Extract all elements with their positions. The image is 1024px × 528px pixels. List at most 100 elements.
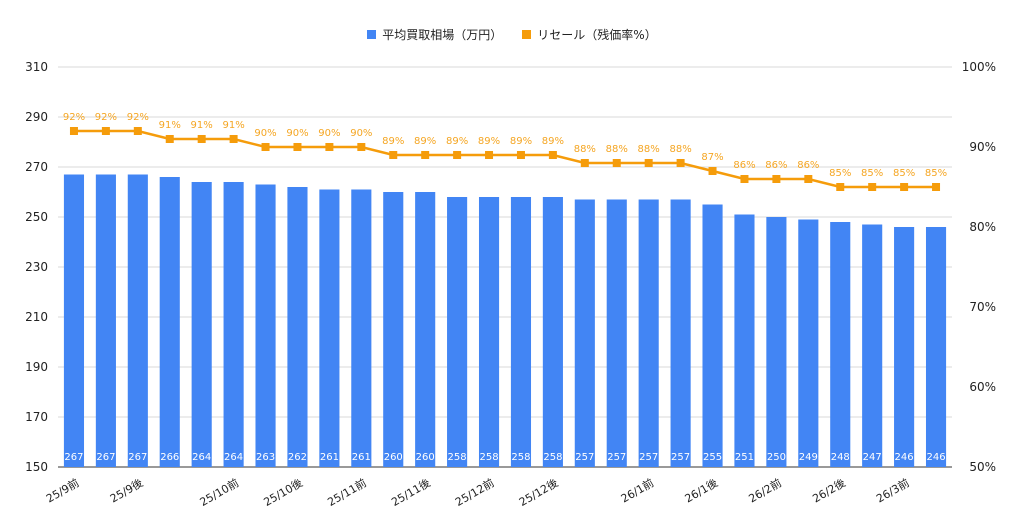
y-right-tick-label: 80% (969, 220, 996, 234)
resale-point (676, 159, 685, 167)
bar-value-label: 258 (448, 452, 467, 463)
bar (862, 224, 883, 467)
y-left-tick-label: 230 (25, 260, 48, 274)
bar (734, 214, 755, 467)
legend-swatch-bar (367, 30, 377, 39)
bar (287, 187, 308, 467)
x-tick-label: 25/12前 (453, 475, 497, 508)
bar-value-label: 258 (479, 452, 498, 463)
bar (830, 222, 851, 467)
bar (894, 227, 915, 467)
y-right-tick-label: 50% (969, 460, 996, 474)
resale-value-label: 91% (191, 120, 213, 131)
bar (798, 219, 819, 467)
bar-value-label: 248 (831, 452, 850, 463)
resale-value-label: 90% (254, 128, 276, 139)
bar (95, 174, 116, 467)
legend-label-bar: 平均買取相場（万円） (382, 28, 503, 42)
bar-value-label: 257 (575, 452, 594, 463)
bar-value-label: 258 (543, 452, 562, 463)
bar-value-label: 267 (96, 452, 115, 463)
resale-point (325, 143, 334, 151)
x-tick-label: 26/1後 (682, 475, 720, 505)
bar (478, 197, 500, 467)
y-left-tick-label: 270 (25, 160, 48, 174)
bar (574, 199, 595, 467)
resale-value-label: 89% (414, 136, 436, 147)
y-left-tick-label: 210 (25, 310, 48, 324)
bar (510, 197, 532, 467)
y-right-tick-label: 100% (962, 60, 996, 74)
bar (127, 174, 148, 467)
bar (223, 182, 244, 467)
bar-value-label: 261 (352, 452, 371, 463)
resale-point (485, 151, 494, 159)
resale-value-label: 90% (350, 128, 372, 139)
x-tick-label: 26/3前 (874, 475, 912, 505)
bar-value-label: 266 (160, 452, 179, 463)
bar-value-label: 251 (735, 452, 754, 463)
resale-value-label: 85% (829, 168, 851, 179)
bar (319, 189, 340, 467)
bar (63, 174, 85, 467)
resale-point (229, 135, 238, 143)
bar (383, 192, 404, 467)
resale-value-label: 86% (797, 160, 819, 171)
bar-value-label: 258 (511, 452, 530, 463)
bar-value-label: 257 (671, 452, 690, 463)
resale-point (421, 151, 430, 159)
resale-value-label: 88% (638, 144, 660, 155)
resale-point (389, 151, 398, 159)
bar (925, 227, 947, 467)
x-tick-label: 25/10後 (261, 475, 305, 508)
resale-value-label: 86% (765, 160, 787, 171)
y-left-tick-label: 290 (25, 110, 48, 124)
resale-value-label: 91% (222, 120, 244, 131)
legend-item-line[interactable]: リセール（残価率%） (522, 26, 657, 43)
resale-point (516, 151, 525, 159)
resale-value-label: 88% (606, 144, 628, 155)
bar (351, 189, 372, 467)
resale-point (197, 135, 206, 143)
bar (766, 217, 787, 467)
y-right-tick-label: 60% (969, 380, 996, 394)
bar-value-label: 264 (192, 452, 211, 463)
resale-point (932, 183, 941, 191)
bar-value-label: 250 (767, 452, 786, 463)
resale-point (836, 183, 845, 191)
resale-value-label: 92% (63, 112, 85, 123)
bar (606, 199, 627, 467)
bar-value-label: 267 (64, 452, 83, 463)
resale-point (868, 183, 877, 191)
y-left-tick-label: 170 (25, 410, 48, 424)
resale-point (101, 127, 110, 135)
y-left-tick-label: 150 (25, 460, 48, 474)
resale-point (69, 127, 78, 135)
bar-value-label: 261 (320, 452, 339, 463)
y-left-tick-label: 250 (25, 210, 48, 224)
legend-item-bar[interactable]: 平均買取相場（万円） (367, 26, 502, 43)
resale-point (708, 167, 717, 175)
bar-value-label: 263 (256, 452, 275, 463)
x-tick-label: 25/10前 (197, 475, 241, 508)
resale-value-label: 88% (669, 144, 691, 155)
x-tick-label: 25/9前 (44, 475, 82, 505)
resale-point (133, 127, 142, 135)
resale-point (453, 151, 462, 159)
bar-value-label: 246 (926, 452, 945, 463)
resale-value-label: 89% (478, 136, 500, 147)
bar (702, 204, 723, 467)
resale-value-label: 89% (382, 136, 404, 147)
bar (447, 197, 468, 467)
resale-value-label: 88% (574, 144, 596, 155)
x-tick-label: 26/2前 (746, 475, 784, 505)
resale-value-label: 89% (542, 136, 564, 147)
bar-value-label: 249 (799, 452, 818, 463)
legend-swatch-line (522, 30, 532, 39)
resale-point (900, 183, 909, 191)
bar-value-label: 260 (416, 452, 435, 463)
bar (670, 199, 691, 467)
resale-point (740, 175, 749, 183)
resale-value-label: 86% (733, 160, 755, 171)
resale-value-label: 89% (510, 136, 532, 147)
